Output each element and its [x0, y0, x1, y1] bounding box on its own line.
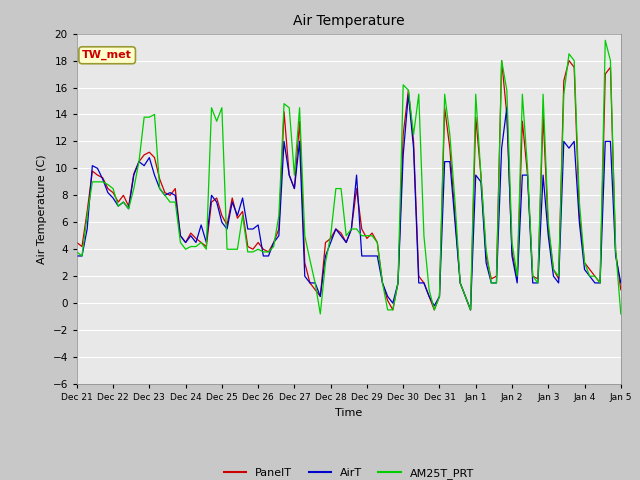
AirT [88, 163, 96, 168]
AirT [404, 91, 412, 97]
AirT [451, 219, 459, 225]
PanelT [73, 240, 81, 245]
AM25T_PRT [316, 311, 324, 317]
Legend: PanelT, AirT, AM25T_PRT: PanelT, AirT, AM25T_PRT [220, 464, 478, 480]
AM25T_PRT [399, 82, 407, 88]
AirT [617, 280, 625, 286]
AM25T_PRT [431, 307, 438, 313]
PanelT [617, 287, 625, 292]
Text: TW_met: TW_met [82, 50, 132, 60]
AM25T_PRT [451, 199, 459, 205]
PanelT [451, 213, 459, 218]
AM25T_PRT [88, 179, 96, 185]
PanelT [399, 132, 407, 138]
PanelT [394, 280, 402, 286]
Title: Air Temperature: Air Temperature [293, 14, 404, 28]
AirT [389, 300, 397, 306]
Line: AM25T_PRT: AM25T_PRT [77, 40, 621, 314]
AirT [555, 280, 563, 286]
AirT [467, 307, 474, 313]
AM25T_PRT [73, 249, 81, 255]
PanelT [498, 58, 506, 63]
PanelT [431, 307, 438, 313]
PanelT [555, 276, 563, 282]
Line: AirT: AirT [77, 94, 621, 310]
AM25T_PRT [550, 266, 557, 272]
AM25T_PRT [602, 37, 609, 43]
X-axis label: Time: Time [335, 408, 362, 418]
AM25T_PRT [394, 280, 402, 286]
AirT [431, 303, 438, 309]
PanelT [389, 307, 397, 313]
AM25T_PRT [617, 311, 625, 317]
PanelT [88, 168, 96, 174]
AirT [394, 280, 402, 286]
Y-axis label: Air Temperature (C): Air Temperature (C) [37, 154, 47, 264]
AirT [73, 253, 81, 259]
Line: PanelT: PanelT [77, 60, 621, 310]
